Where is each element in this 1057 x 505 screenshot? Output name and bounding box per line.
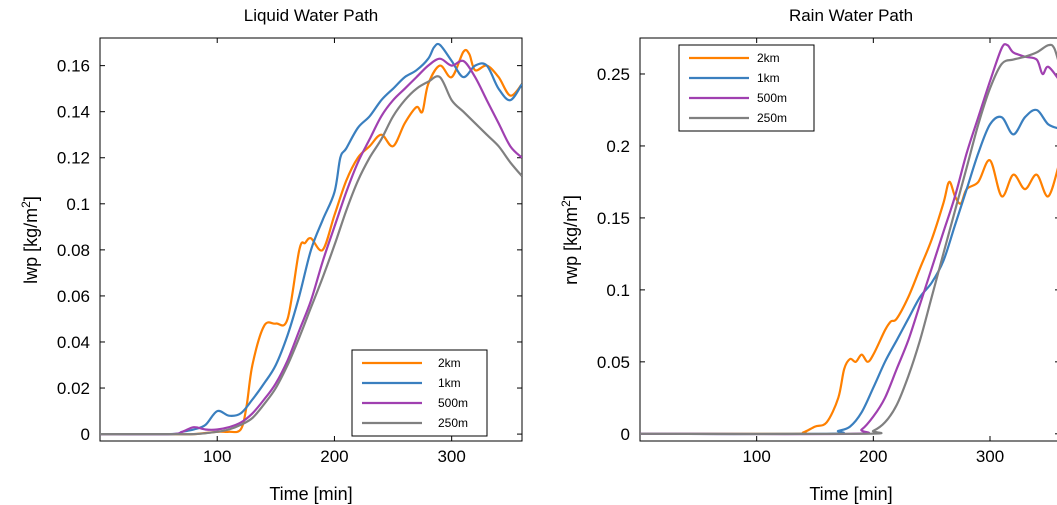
y-tick-label: 0.1 <box>66 195 90 214</box>
series-line-250m <box>100 75 522 436</box>
series-line-500m <box>640 43 1057 436</box>
y-tick-label: 0.05 <box>597 353 630 372</box>
y-tick-label: 0.08 <box>57 241 90 260</box>
y-tick-label: 0.16 <box>57 57 90 76</box>
legend-box <box>351 349 488 437</box>
legend-label-2km: 2km <box>438 356 461 370</box>
x-tick-label: 300 <box>437 447 465 466</box>
legend-label-250m: 250m <box>757 111 787 125</box>
y-tick-label: 0.12 <box>57 149 90 168</box>
y-axis-label: rwp [kg/m2] <box>559 195 581 285</box>
series-line-1km <box>100 42 522 436</box>
series-line-2km <box>640 159 1057 435</box>
liquid-water-path-panel: Liquid Water Path 100 200 300 0 0.02 0.04 0.06… <box>19 6 523 504</box>
series-line-2km <box>100 48 522 436</box>
y-tick-label: 0.06 <box>57 287 90 306</box>
y-tick-label: 0.02 <box>57 379 90 398</box>
series-line-250m <box>640 43 1057 436</box>
x-tick-label: 200 <box>320 447 348 466</box>
x-tick-label: 300 <box>976 447 1004 466</box>
x-tick-label: 100 <box>742 447 770 466</box>
rain-water-path-panel: Rain Water Path 100 200 300 0 0.05 0.1 0.15 0.2… <box>559 6 1057 504</box>
y-tick-label: 0.14 <box>57 103 90 122</box>
legend-label-1km: 1km <box>438 376 461 390</box>
legend-label-250m: 250m <box>438 416 468 430</box>
y-axis-label-end: ] <box>21 196 41 201</box>
x-tick-label: 200 <box>859 447 887 466</box>
y-tick-label: 0.1 <box>606 281 630 300</box>
series-line-1km <box>640 108 1057 436</box>
axis-ticks: 100 200 300 0 0.02 0.04 0.06 0.08 0.1 0.12 0.14 0.1… <box>57 38 522 466</box>
y-axis-label-superscript: 2 <box>19 201 33 208</box>
y-axis-label-main: lwp [kg/m <box>21 208 41 284</box>
legend: 2km 1km 500m 250m <box>678 44 815 132</box>
x-axis-label: Time [min] <box>269 484 352 504</box>
y-tick-label: 0.25 <box>597 65 630 84</box>
y-axis-label-superscript: 2 <box>559 200 573 207</box>
chart-title: Liquid Water Path <box>244 6 379 25</box>
legend-label-500m: 500m <box>438 396 468 410</box>
y-axis-label: lwp [kg/m2] <box>19 196 41 284</box>
y-axis-label-end: ] <box>561 195 581 200</box>
y-tick-label: 0.04 <box>57 333 90 352</box>
x-tick-label: 100 <box>203 447 231 466</box>
y-tick-label: 0 <box>621 425 630 444</box>
series-lines <box>640 43 1057 436</box>
y-tick-label: 0.15 <box>597 209 630 228</box>
series-line-500m <box>100 57 522 436</box>
legend-box <box>678 44 815 132</box>
x-axis-label: Time [min] <box>809 484 892 504</box>
axis-ticks: 100 200 300 0 0.05 0.1 0.15 0.2 0.25 <box>597 38 1057 466</box>
y-axis-label-main: rwp [kg/m <box>561 207 581 285</box>
y-tick-label: 0 <box>81 425 90 444</box>
legend: 2km 1km 500m 250m <box>351 349 488 437</box>
legend-label-1km: 1km <box>757 71 780 85</box>
chart-title: Rain Water Path <box>789 6 913 25</box>
legend-label-500m: 500m <box>757 91 787 105</box>
series-lines <box>100 42 522 436</box>
y-tick-label: 0.2 <box>606 137 630 156</box>
legend-label-2km: 2km <box>757 51 780 65</box>
